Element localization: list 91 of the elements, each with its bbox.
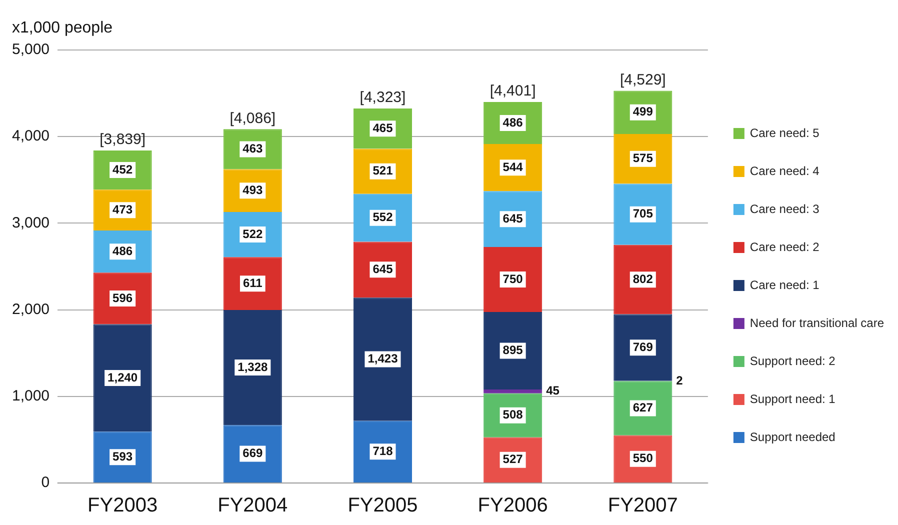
data-label: 705 xyxy=(632,206,654,221)
legend-label: Care need: 3 xyxy=(750,202,820,216)
data-label: 552 xyxy=(372,210,394,224)
data-label: 544 xyxy=(502,160,524,174)
data-label: 463 xyxy=(242,142,263,156)
data-label: 627 xyxy=(632,400,654,415)
bar xyxy=(614,244,672,314)
bar xyxy=(484,393,542,438)
data-label: 611 xyxy=(242,276,263,290)
data-label: 669 xyxy=(242,446,263,460)
bar xyxy=(93,324,152,432)
y-axis-title: x1,000 people xyxy=(12,19,113,36)
bar xyxy=(614,314,672,381)
bar xyxy=(223,257,282,310)
data-label: 486 xyxy=(112,244,133,258)
total-label: [4,086] xyxy=(230,110,276,127)
data-label: 645 xyxy=(502,211,524,226)
x-tick-label: FY2005 xyxy=(348,494,418,517)
legend-label: Support needed xyxy=(750,430,836,444)
total-label: [4,401] xyxy=(490,82,536,100)
total-label: [4,323] xyxy=(360,89,406,106)
x-tick-label: FY2007 xyxy=(608,494,678,517)
legend-label: Care need: 2 xyxy=(750,240,820,254)
data-label: 750 xyxy=(502,272,524,286)
y-tick-label: 5,000 xyxy=(12,41,50,58)
bar xyxy=(223,169,282,212)
data-label: 1,240 xyxy=(108,370,138,384)
data-label: 2 xyxy=(676,373,684,388)
data-label: 575 xyxy=(632,151,654,166)
data-label: 1,328 xyxy=(238,360,268,374)
data-label: 802 xyxy=(632,272,654,286)
bar xyxy=(93,190,152,231)
data-label: 718 xyxy=(372,444,394,458)
bar xyxy=(353,298,412,421)
data-label: 521 xyxy=(372,164,394,178)
bar xyxy=(223,212,282,258)
y-tick-label: 2,000 xyxy=(12,300,50,318)
legend-label: Care need: 4 xyxy=(750,164,820,178)
x-tick-label: FY2003 xyxy=(88,494,158,517)
bar xyxy=(223,310,282,426)
legend-label: Need for transitional care xyxy=(750,316,884,330)
y-tick-label: 4,000 xyxy=(12,128,50,145)
data-label: 596 xyxy=(112,290,133,305)
total-label: [3,839] xyxy=(100,131,146,148)
x-tick-label: FY2006 xyxy=(478,494,548,517)
y-tick-label: 1,000 xyxy=(12,388,50,405)
data-label: 645 xyxy=(372,262,394,276)
bar xyxy=(484,102,542,144)
bar xyxy=(484,191,542,248)
total-label: [4,529] xyxy=(620,71,666,88)
data-label: 895 xyxy=(502,343,524,358)
bar xyxy=(353,194,412,242)
bar xyxy=(223,425,282,482)
bar xyxy=(614,134,672,184)
bar xyxy=(614,381,672,436)
data-label: 508 xyxy=(502,408,524,422)
y-tick-label: 3,000 xyxy=(12,214,50,232)
bar xyxy=(93,432,152,482)
legend-label: Care need: 1 xyxy=(750,278,820,292)
legend-label: Support need: 2 xyxy=(750,354,836,368)
data-label: 452 xyxy=(112,162,133,176)
bar xyxy=(353,242,412,298)
legend-label: Care need: 5 xyxy=(750,126,820,140)
data-label: 527 xyxy=(502,452,524,466)
y-tick-label: 0 xyxy=(41,474,50,492)
bar xyxy=(353,148,412,194)
data-label: 522 xyxy=(242,226,263,241)
bar xyxy=(353,420,412,482)
data-label: 473 xyxy=(112,202,133,216)
bar xyxy=(484,312,542,390)
bar xyxy=(223,129,282,170)
data-label: 493 xyxy=(242,182,263,197)
bar xyxy=(93,230,152,273)
x-tick-label: FY2004 xyxy=(218,494,288,517)
legend-label: Support need: 1 xyxy=(750,392,836,406)
bar xyxy=(93,272,152,324)
bar xyxy=(484,437,542,482)
data-label: 593 xyxy=(112,449,133,464)
data-label: 465 xyxy=(372,120,394,135)
data-label: 45 xyxy=(546,384,560,398)
data-label: 499 xyxy=(632,104,654,119)
bar xyxy=(484,144,542,192)
bar xyxy=(353,108,412,149)
data-label: 769 xyxy=(632,340,654,354)
data-label: 1,423 xyxy=(368,352,398,366)
bar xyxy=(484,247,542,312)
data-label: 486 xyxy=(502,115,524,130)
bar xyxy=(614,184,672,245)
bar xyxy=(614,435,672,482)
data-label: 550 xyxy=(632,451,654,466)
bar xyxy=(614,90,672,134)
